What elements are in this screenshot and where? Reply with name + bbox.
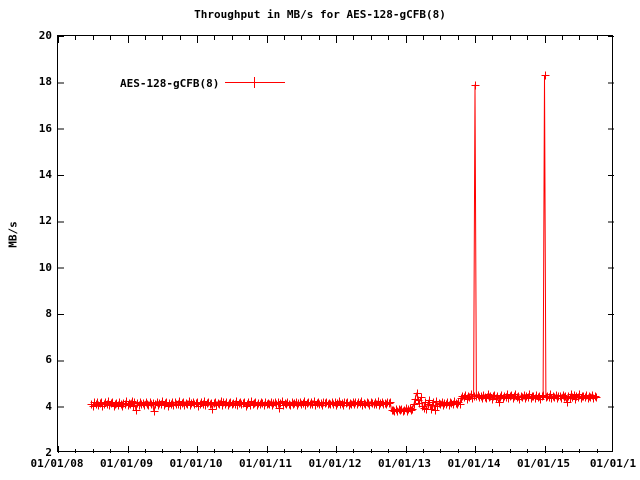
y-axis-labels: 20 18 16 14 12 10 8 6 4 2 xyxy=(0,0,52,480)
y-tick-label: 10 xyxy=(38,260,52,274)
y-tick-label: 6 xyxy=(45,353,52,367)
series-line xyxy=(90,75,597,413)
legend: AES-128-gCFB(8) xyxy=(120,75,286,91)
legend-plus-horizontal xyxy=(249,82,261,83)
y-axis-title: MB/s xyxy=(6,221,20,248)
x-tick-label: 01/01/12 xyxy=(308,457,362,470)
chart-title: Throughput in MB/s for AES-128-gCFB(8) xyxy=(194,8,446,21)
y-tick-label: 20 xyxy=(38,29,52,42)
x-tick-label: 01/01/08 xyxy=(30,457,84,470)
y-tick-label: 8 xyxy=(45,307,52,320)
x-tick-label: 01/01/10 xyxy=(169,457,223,470)
axis-ticks xyxy=(58,36,614,453)
y-tick-label: 14 xyxy=(38,168,52,181)
x-tick-label: 01/01/15 xyxy=(517,457,570,470)
y-tick-label: 16 xyxy=(38,121,52,135)
y-tick-label: 2 xyxy=(45,446,52,459)
x-tick-label: 01/01/14 xyxy=(447,457,501,470)
data-series-aes-128-gcfb-8 xyxy=(87,71,601,416)
x-tick-label: 01/01/13 xyxy=(378,457,431,470)
legend-marker-icon xyxy=(225,76,286,90)
x-tick-label: 01/01/11 xyxy=(239,457,292,470)
y-tick-label: 18 xyxy=(38,75,52,89)
plot-canvas xyxy=(58,36,614,453)
legend-label: AES-128-gCFB(8) xyxy=(120,76,220,90)
plot-area: AES-128-gCFB(8) xyxy=(57,35,614,453)
series-plus-markers xyxy=(87,71,601,416)
y-tick-label: 12 xyxy=(38,214,52,228)
x-tick-label: 01/01/09 xyxy=(100,457,153,470)
y-tick-label: 4 xyxy=(45,399,52,413)
x-tick-label: 01/01/1 xyxy=(589,457,637,470)
